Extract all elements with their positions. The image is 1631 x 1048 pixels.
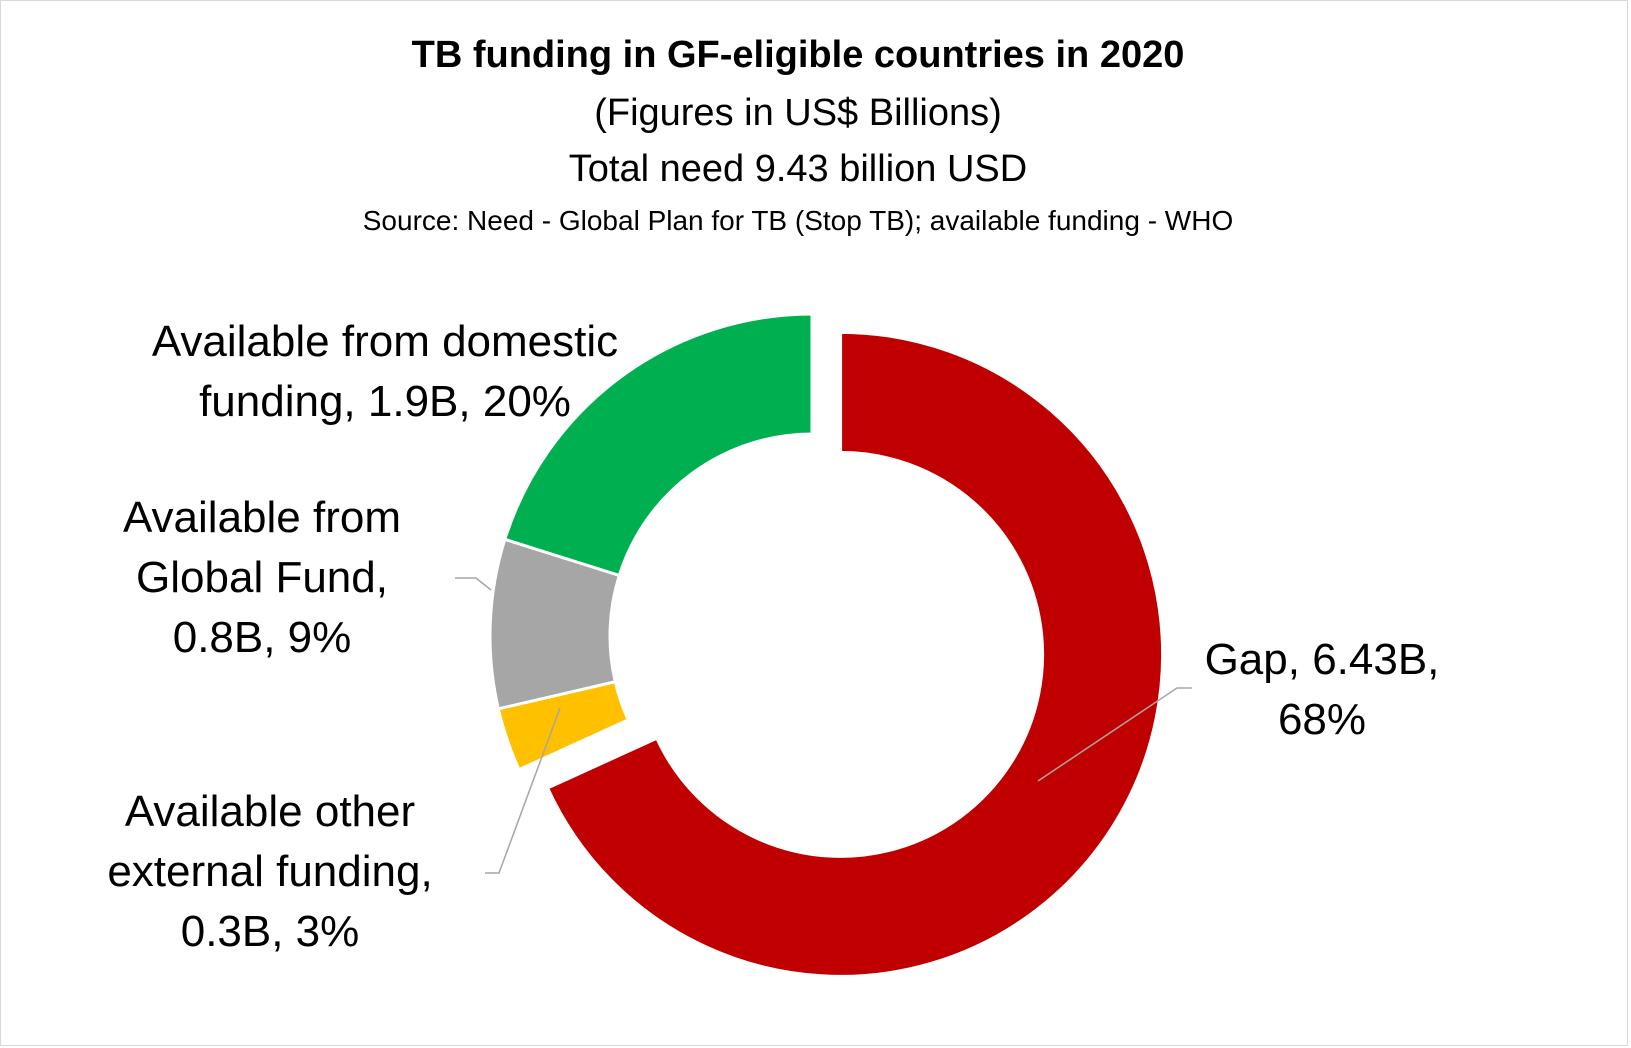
data-label-other-line1: Available other: [124, 787, 416, 836]
data-label-gap-line1: Gap, 6.43B,: [1204, 635, 1440, 684]
data-label-domestic-line1: Available from domestic: [151, 317, 619, 366]
data-label-domestic: Available from domestic funding, 1.9B, 2…: [130, 312, 640, 432]
data-label-gap: Gap, 6.43B, 68%: [1192, 630, 1452, 750]
data-label-other-line2: external funding,: [107, 847, 433, 896]
data-label-domestic-line2: funding, 1.9B, 20%: [199, 377, 571, 426]
chart-subtitle-total: Total need 9.43 billion USD: [568, 148, 1028, 190]
data-label-global-fund-line2: Global Fund,: [136, 553, 388, 602]
data-label-global-fund-line1: Available from: [123, 493, 401, 542]
chart-subtitle-units: (Figures in US$ Billions): [594, 92, 1002, 134]
chart-source: Source: Need - Global Plan for TB (Stop …: [362, 205, 1234, 236]
data-label-global-fund: Available from Global Fund, 0.8B, 9%: [102, 488, 422, 668]
chart-title: TB funding in GF-eligible countries in 2…: [411, 34, 1185, 76]
donut-slice-available-from-domestic-funding: [502, 312, 814, 578]
chart-titles: TB funding in GF-eligible countries in 2…: [0, 26, 1596, 246]
data-label-global-fund-line3: 0.8B, 9%: [172, 613, 352, 662]
donut-slice-gap: [545, 330, 1165, 978]
leader-line-gap: [1037, 687, 1192, 782]
data-label-other: Available other external funding, 0.3B, …: [90, 782, 450, 962]
leader-line-global-fund: [455, 577, 492, 591]
data-label-gap-line2: 68%: [1277, 695, 1367, 744]
leader-line-other: [485, 707, 561, 874]
data-label-other-line3: 0.3B, 3%: [180, 907, 360, 956]
